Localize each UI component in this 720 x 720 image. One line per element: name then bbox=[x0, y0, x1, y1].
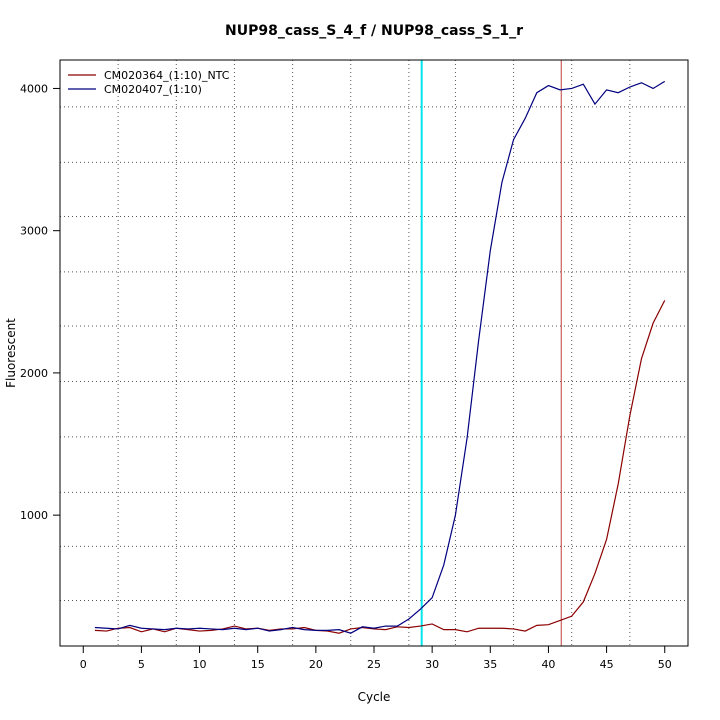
chart-title: NUP98_cass_S_4_f / NUP98_cass_S_1_r bbox=[225, 23, 523, 39]
series-line bbox=[94, 80, 666, 634]
x-tick-label: 15 bbox=[251, 658, 265, 671]
x-tick-label: 20 bbox=[309, 658, 323, 671]
x-tick-label: 40 bbox=[541, 658, 555, 671]
x-tick-label: 5 bbox=[138, 658, 145, 671]
x-tick-label: 45 bbox=[600, 658, 614, 671]
x-tick-label: 30 bbox=[425, 658, 439, 671]
x-axis: 0 5 10 15 20 25 30 35 40 45 50 bbox=[80, 645, 672, 671]
x-tick-label: 0 bbox=[80, 658, 87, 671]
series-lines bbox=[94, 80, 666, 634]
legend-label: CM020407_(1:10) bbox=[104, 83, 202, 96]
x-axis-label: Cycle bbox=[358, 690, 391, 704]
plot-frame bbox=[59, 59, 689, 647]
threshold-lines bbox=[420, 60, 562, 646]
legend-label: CM020364_(1:10)_NTC bbox=[104, 69, 230, 82]
y-tick-label: 3000 bbox=[20, 225, 48, 238]
y-tick-label: 4000 bbox=[20, 82, 48, 95]
y-axis: 1000 2000 3000 4000 bbox=[20, 82, 61, 522]
x-tick-label: 50 bbox=[658, 658, 672, 671]
grid bbox=[60, 60, 688, 646]
y-axis-label: Fluorescent bbox=[4, 318, 18, 388]
y-tick-label: 2000 bbox=[20, 367, 48, 380]
x-tick-label: 25 bbox=[367, 658, 381, 671]
y-tick-label: 1000 bbox=[20, 509, 48, 522]
x-tick-label: 10 bbox=[193, 658, 207, 671]
series-line bbox=[94, 300, 666, 634]
x-tick-label: 35 bbox=[483, 658, 497, 671]
